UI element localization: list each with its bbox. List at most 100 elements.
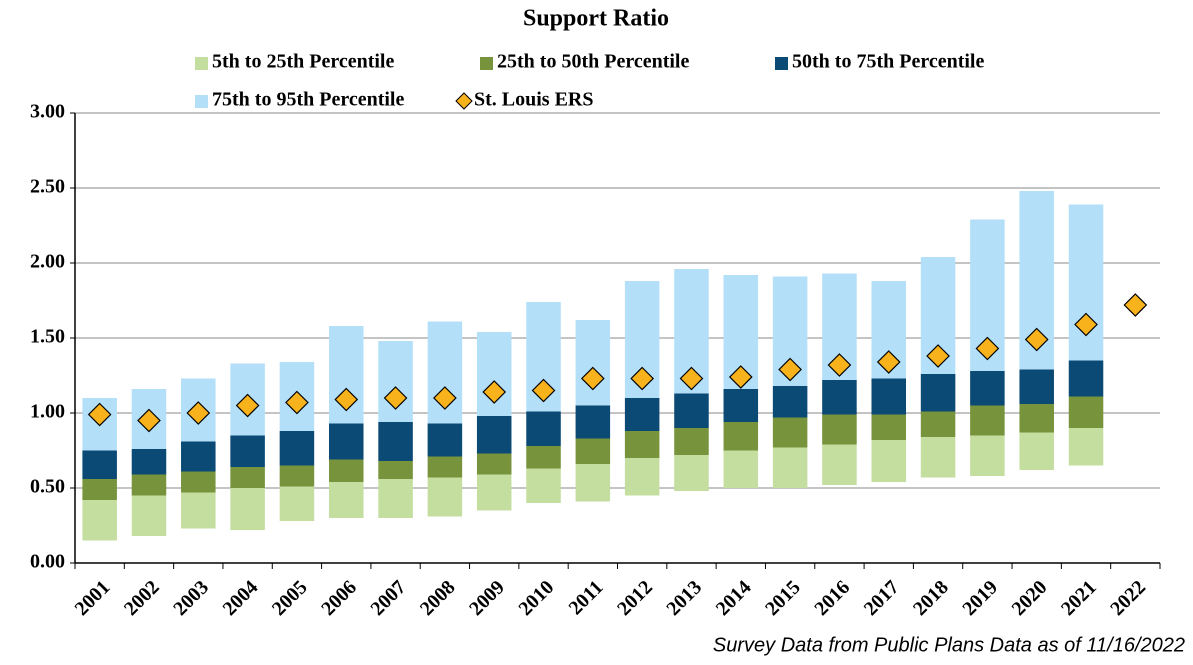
marker xyxy=(1024,327,1049,352)
bar-segment xyxy=(822,444,857,485)
bar-segment xyxy=(871,414,907,440)
bar-segment xyxy=(476,416,512,454)
legend-swatch xyxy=(480,57,493,70)
bar-segment xyxy=(1068,360,1104,397)
bar-segment xyxy=(871,378,907,415)
marker xyxy=(926,344,950,368)
bar-segment xyxy=(131,449,167,475)
bar-segment xyxy=(131,495,167,536)
x-tick-label: 2003 xyxy=(169,576,213,620)
legend-swatch xyxy=(775,57,788,70)
bar-segment xyxy=(723,422,759,451)
bar-segment xyxy=(328,423,364,460)
bar-segment xyxy=(1019,432,1054,470)
bar-segment xyxy=(181,441,216,472)
y-tick-label: 1.00 xyxy=(30,401,65,423)
x-tick-label: 2010 xyxy=(514,576,558,620)
bar-segment xyxy=(526,468,561,503)
x-tick-label: 2016 xyxy=(810,576,854,620)
marker xyxy=(87,402,112,427)
x-tick-label: 2004 xyxy=(219,576,263,620)
marker xyxy=(235,393,260,418)
x-tick-label: 2019 xyxy=(958,576,1002,620)
bar-segment xyxy=(230,467,265,488)
marker xyxy=(383,386,408,410)
bar-segment xyxy=(772,417,808,448)
x-tick-label: 2018 xyxy=(909,576,953,620)
bar-segment xyxy=(822,414,857,445)
bar-segment xyxy=(920,374,956,412)
legend-marker xyxy=(455,92,473,110)
legend-label: 25th to 50th Percentile xyxy=(497,51,689,73)
bar-segment xyxy=(1068,204,1104,361)
x-tick-label: 2015 xyxy=(761,576,805,620)
marker xyxy=(1074,312,1098,337)
bar-segment xyxy=(575,320,611,406)
bar-segment xyxy=(575,464,611,502)
bar-segment xyxy=(674,428,709,455)
bar-segment xyxy=(1019,404,1054,433)
bar-segment xyxy=(624,431,660,458)
marker xyxy=(186,401,211,425)
bar-segment xyxy=(230,435,265,467)
x-tick-label: 2014 xyxy=(712,576,756,620)
marker xyxy=(728,365,753,389)
bar-segment xyxy=(674,455,709,491)
bar-segment xyxy=(772,386,808,418)
bar-segment xyxy=(476,474,512,511)
marker xyxy=(876,350,901,374)
bar-segment xyxy=(575,405,611,439)
bar-segment xyxy=(624,458,660,496)
bar-segment xyxy=(1019,369,1054,404)
bar-segment xyxy=(970,405,1005,436)
bar-segment xyxy=(1068,428,1104,466)
marker xyxy=(334,387,359,412)
legend-label: 50th to 75th Percentile xyxy=(792,51,984,73)
legend-swatch xyxy=(195,95,208,108)
marker xyxy=(531,378,556,403)
x-tick-label: 2013 xyxy=(662,576,706,620)
bar-segment xyxy=(1068,396,1104,428)
bar-segment xyxy=(970,435,1005,476)
bar-segment xyxy=(476,453,512,475)
x-tick-label: 2005 xyxy=(268,576,312,620)
bar-segment xyxy=(82,500,117,541)
bar-segment xyxy=(279,486,315,521)
y-tick-label: 3.00 xyxy=(30,101,65,123)
y-tick-label: 0.00 xyxy=(30,551,65,573)
marker xyxy=(778,357,802,382)
x-tick-label: 2011 xyxy=(565,576,608,619)
bar-segment xyxy=(230,488,265,530)
bar-segment xyxy=(723,389,759,422)
x-tick-label: 2002 xyxy=(120,576,164,620)
marker xyxy=(580,366,605,391)
bar-segment xyxy=(427,456,463,478)
legend-label: 75th to 95th Percentile xyxy=(212,89,404,111)
x-tick-label: 2020 xyxy=(1008,576,1052,620)
marker xyxy=(975,336,1000,361)
legend-label: St. Louis ERS xyxy=(474,89,594,111)
bar-segment xyxy=(526,446,561,469)
marker xyxy=(827,353,852,377)
bar-segment xyxy=(279,465,315,487)
bar-segment xyxy=(427,477,463,517)
x-tick-label: 2021 xyxy=(1057,576,1101,620)
bar-segment xyxy=(920,411,956,437)
bar-segment xyxy=(181,471,216,493)
bar-segment xyxy=(378,341,413,422)
bar-segment xyxy=(723,450,759,488)
bar-segment xyxy=(82,450,117,479)
bar-segment xyxy=(378,461,413,479)
marker xyxy=(137,408,161,433)
bar-segment xyxy=(378,422,413,461)
y-tick-label: 0.50 xyxy=(30,476,65,498)
marker xyxy=(679,366,704,391)
bar-segment xyxy=(131,474,167,496)
marker xyxy=(285,390,309,415)
marker xyxy=(630,366,655,391)
bar-segment xyxy=(822,380,857,415)
marker xyxy=(433,386,457,410)
bar-segment xyxy=(82,479,117,500)
bar-segment xyxy=(871,440,907,482)
